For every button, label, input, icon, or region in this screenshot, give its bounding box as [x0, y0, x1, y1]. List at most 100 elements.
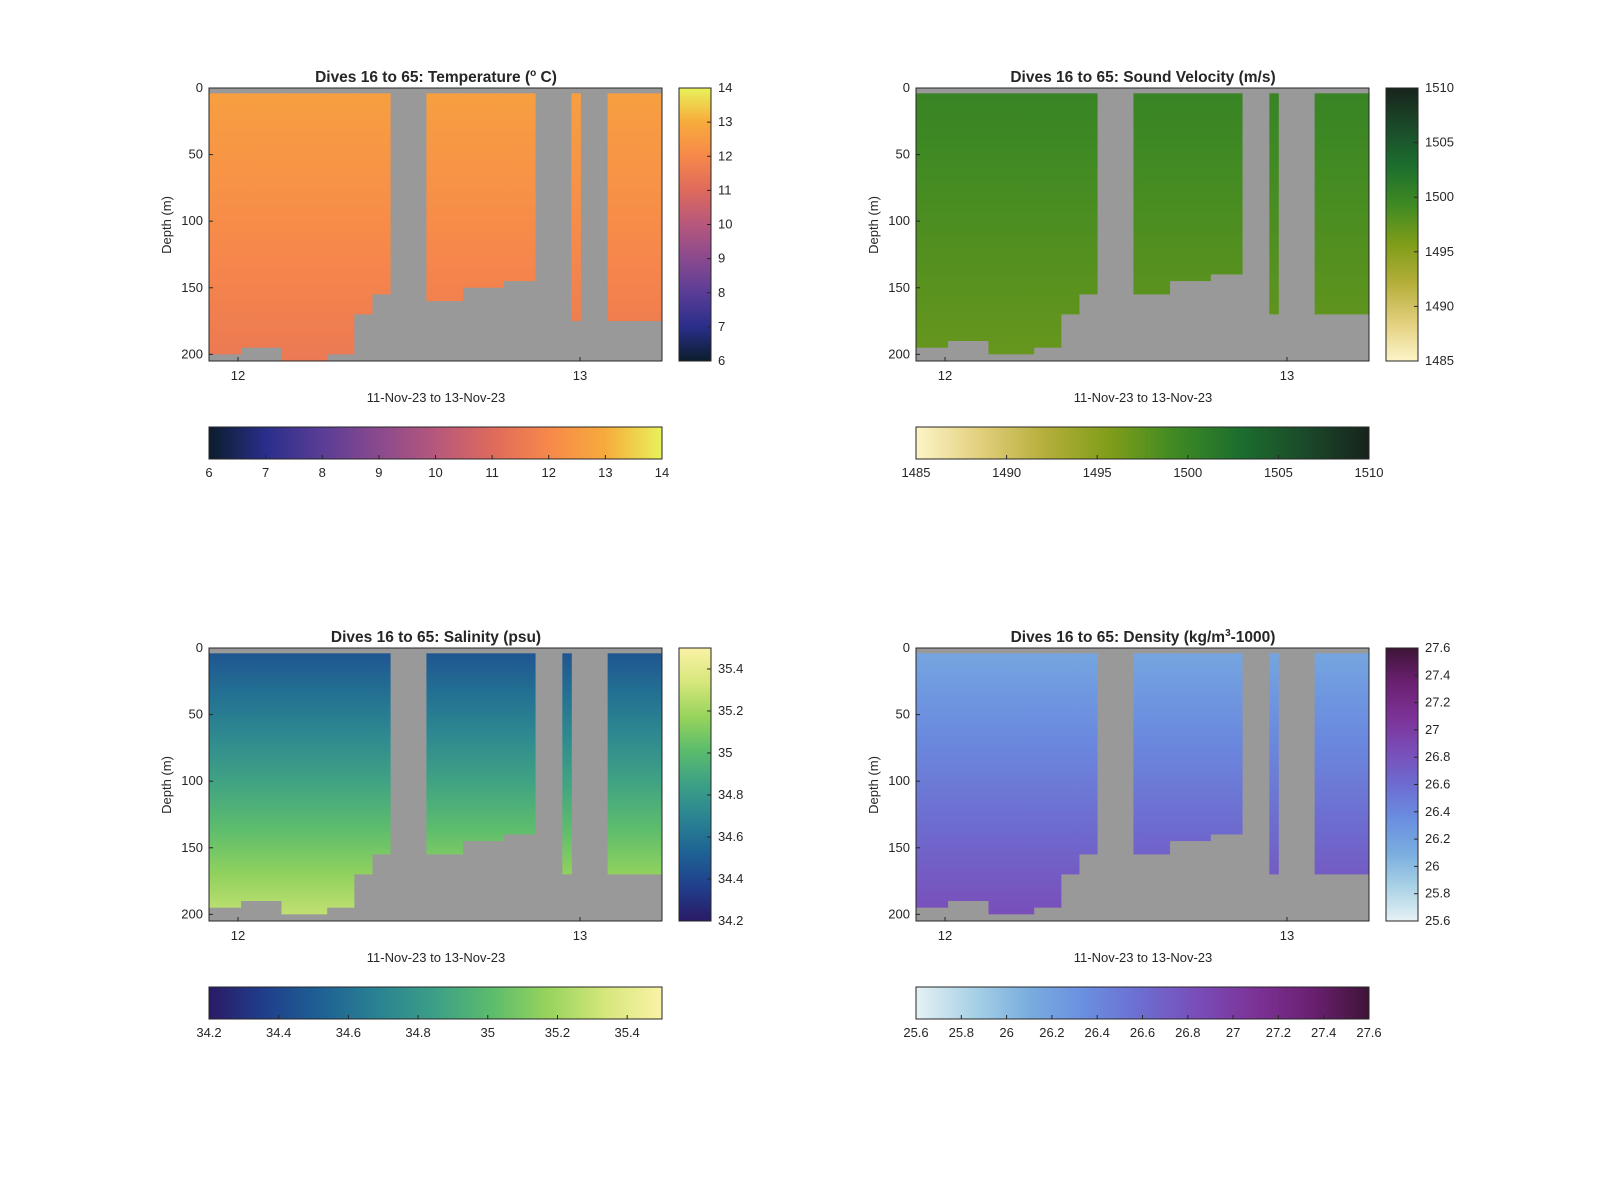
- sound-velocity-ylabel: Depth (m): [866, 196, 881, 254]
- density-vcolorbar-bar: [1385, 647, 1419, 922]
- temperature-hcolorbar-bar: [208, 426, 663, 460]
- salinity-vcolorbar-label: 35: [718, 745, 732, 760]
- density-vertical-colorbar: 25.6 25.8 26 26.2 26.4 26.6 26.8 27 27.2 27.4 27.6: [1385, 640, 1450, 928]
- density-heatmap: [915, 647, 1370, 922]
- sound-velocity-data-column: [1346, 93, 1370, 315]
- sound-velocity-panel: Dives 16 to 65: Sound Velocity (m/s) 0 50…: [866, 69, 1454, 480]
- sound-velocity-hcolorbar-label: 1495: [1083, 465, 1112, 480]
- salinity-hcolorbar-label: 34.8: [405, 1025, 430, 1040]
- temperature-vcolorbar-label: 12: [718, 148, 732, 163]
- salinity-data-column: [209, 653, 242, 908]
- temperature-ylabel: Depth (m): [159, 196, 174, 254]
- sound-velocity-xtick-label: 13: [1280, 368, 1294, 383]
- sound-velocity-ytick-label: 200: [888, 346, 910, 361]
- sound-velocity-vcolorbar-label: 1490: [1425, 298, 1454, 313]
- temperature-title: Dives 16 to 65: Temperature (o C): [315, 68, 557, 86]
- salinity-data-column: [353, 653, 373, 875]
- density-data-column: [916, 653, 949, 908]
- salinity-data-column: [607, 653, 640, 875]
- salinity-title: Dives 16 to 65: Salinity (psu): [331, 629, 541, 646]
- salinity-xtick-label: 13: [573, 928, 587, 943]
- sound-velocity-data-column: [1133, 93, 1171, 295]
- salinity-hcolorbar-label: 35.4: [614, 1025, 639, 1040]
- temperature-hcolorbar-label: 8: [319, 465, 326, 480]
- density-xtick-label: 12: [938, 928, 952, 943]
- temperature-data-column: [209, 93, 242, 355]
- salinity-hcolorbar-label: 34.4: [266, 1025, 291, 1040]
- salinity-ytick-label: 200: [181, 906, 203, 921]
- sound-velocity-xlabel: 11-Nov-23 to 13-Nov-23: [1074, 390, 1213, 405]
- salinity-data-column: [426, 653, 464, 855]
- density-vcolorbar-label: 26.6: [1425, 777, 1450, 792]
- temperature-xtick-label: 12: [231, 368, 245, 383]
- sound-velocity-ytick-label: 150: [888, 280, 910, 295]
- salinity-ytick-label: 50: [189, 707, 203, 722]
- sound-velocity-data-column: [947, 93, 989, 342]
- sound-velocity-data-column: [1079, 93, 1098, 295]
- density-vcolorbar-label: 26: [1425, 858, 1439, 873]
- sound-velocity-ytick-label: 0: [903, 80, 910, 95]
- salinity-data-column: [462, 653, 504, 842]
- temperature-vcolorbar-label: 8: [718, 285, 725, 300]
- sound-velocity-vcolorbar-label: 1495: [1425, 244, 1454, 259]
- density-data-column: [1169, 653, 1211, 842]
- sound-velocity-hcolorbar-label: 1490: [992, 465, 1021, 480]
- temperature-hcolorbar-label: 14: [655, 465, 669, 480]
- sound-velocity-vcolorbar-bar: [1385, 87, 1419, 362]
- salinity-heatmap: [208, 647, 663, 922]
- salinity-ytick-label: 0: [196, 640, 203, 655]
- density-hcolorbar-label: 27.6: [1356, 1025, 1381, 1040]
- density-panel: Dives 16 to 65: Density (kg/m3-1000) 0 50…: [866, 628, 1450, 1040]
- sound-velocity-hcolorbar-bar: [915, 426, 1370, 460]
- density-hcolorbar-label: 27: [1226, 1025, 1240, 1040]
- temperature-hcolorbar-label: 7: [262, 465, 269, 480]
- salinity-vcolorbar-label: 35.2: [718, 703, 743, 718]
- sound-velocity-vcolorbar-label: 1485: [1425, 353, 1454, 368]
- salinity-vertical-colorbar: 34.2 34.4 34.6 34.8 35 35.2 35.4: [678, 647, 743, 928]
- salinity-vcolorbar-label: 34.4: [718, 871, 743, 886]
- temperature-data-column: [426, 93, 464, 302]
- sound-velocity-data-column: [1060, 93, 1080, 315]
- sound-velocity-data-column: [988, 93, 1035, 355]
- density-data-column: [1346, 653, 1370, 875]
- density-data-column: [1079, 653, 1098, 855]
- density-axes-box: [915, 647, 1370, 922]
- salinity-vcolorbar-label: 35.4: [718, 661, 743, 676]
- salinity-hcolorbar-bar: [208, 986, 663, 1020]
- sound-velocity-horizontal-colorbar: 1485 1490 1495 1500 1505 1510: [902, 426, 1383, 480]
- density-hcolorbar-label: 26.8: [1175, 1025, 1200, 1040]
- density-ylabel: Depth (m): [866, 756, 881, 814]
- density-hcolorbar-bar: [915, 986, 1370, 1020]
- sound-velocity-data-column: [1269, 93, 1279, 315]
- temperature-data-column: [503, 93, 536, 282]
- density-hcolorbar-label: 26: [999, 1025, 1013, 1040]
- density-hcolorbar-label: 27.2: [1266, 1025, 1291, 1040]
- temperature-vcolorbar-label: 10: [718, 217, 732, 232]
- temperature-hcolorbar-label: 12: [542, 465, 556, 480]
- density-data-column: [1210, 653, 1243, 835]
- temperature-vcolorbar-bar: [678, 87, 712, 362]
- sound-velocity-data-column: [916, 93, 949, 348]
- temperature-hcolorbar-label: 10: [428, 465, 442, 480]
- salinity-data-column: [326, 653, 355, 908]
- salinity-xlabel: 11-Nov-23 to 13-Nov-23: [367, 950, 506, 965]
- salinity-axes-box: [208, 647, 663, 922]
- density-vcolorbar-label: 26.4: [1425, 804, 1450, 819]
- salinity-panel: Dives 16 to 65: Salinity (psu) 0 50 100 150…: [159, 629, 743, 1040]
- density-hcolorbar-label: 27.4: [1311, 1025, 1336, 1040]
- sound-velocity-heatmap: [915, 87, 1370, 362]
- sound-velocity-vcolorbar-label: 1500: [1425, 189, 1454, 204]
- density-data-column: [947, 653, 989, 902]
- salinity-vcolorbar-label: 34.6: [718, 829, 743, 844]
- temperature-vcolorbar-label: 7: [718, 319, 725, 334]
- density-hcolorbar-label: 25.8: [949, 1025, 974, 1040]
- salinity-data-column: [372, 653, 391, 855]
- salinity-ytick-label: 150: [181, 840, 203, 855]
- temperature-hcolorbar-label: 9: [375, 465, 382, 480]
- temperature-vcolorbar-label: 6: [718, 353, 725, 368]
- salinity-vcolorbar-label: 34.8: [718, 787, 743, 802]
- sound-velocity-axes-box: [915, 87, 1370, 362]
- temperature-hcolorbar-label: 6: [205, 465, 212, 480]
- density-ytick-label: 0: [903, 640, 910, 655]
